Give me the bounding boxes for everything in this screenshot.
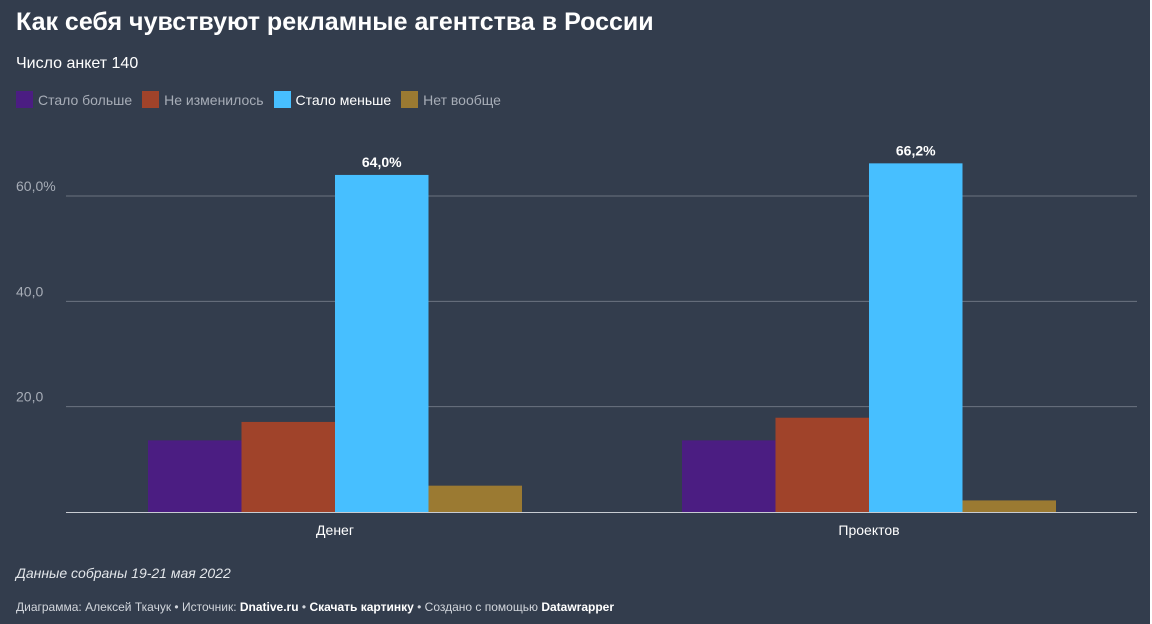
bar[interactable] xyxy=(682,440,776,512)
chart-subtitle: Число анкет 140 xyxy=(16,55,139,72)
legend-label: Стало меньше xyxy=(295,91,392,108)
legend-item-stalo-menshe[interactable]: Стало меньше xyxy=(273,91,392,108)
chart-title: Как себя чувствуют рекламные агентства в… xyxy=(16,8,654,36)
footer-source-link[interactable]: Dnative.ru xyxy=(239,600,299,614)
bars xyxy=(148,163,1056,512)
chart-labels: 20,0 40,0 60,0% Денег Проектов 64,0% 66,2% xyxy=(16,142,936,538)
legend-swatch xyxy=(16,91,33,108)
bar[interactable] xyxy=(335,174,429,512)
x-category-label: Проектов xyxy=(838,522,899,538)
y-tick-label: 60,0% xyxy=(16,178,56,194)
bar-value-label: 64,0% xyxy=(362,154,402,170)
bar[interactable] xyxy=(962,500,1057,512)
y-tick-label: 20,0 xyxy=(16,389,43,405)
legend-label: Нет вообще xyxy=(423,91,501,108)
legend-item-net-voobshche[interactable]: Нет вообще xyxy=(401,91,501,108)
legend-swatch xyxy=(273,91,291,108)
download-image-link[interactable]: Скачать картинку xyxy=(309,600,414,614)
footer-separator: • xyxy=(301,600,307,614)
bar[interactable] xyxy=(148,440,242,512)
bar[interactable] xyxy=(775,417,870,512)
footer-separator: • xyxy=(417,600,422,614)
legend-label: Стало больше xyxy=(38,91,133,108)
chart-notes: Данные собраны 19-21 мая 2022 xyxy=(16,565,231,581)
footer-chart-by: Диаграмма: Алексей Ткачук xyxy=(16,600,172,614)
bar[interactable] xyxy=(869,163,963,512)
footer-created-with: Создано с помощью xyxy=(424,600,538,614)
chart-footer: Диаграмма: Алексей Ткачук • Источник: Dn… xyxy=(16,600,614,614)
chart-legend: Стало больше Не изменилось Стало меньше … xyxy=(16,91,511,108)
bar-value-label: 66,2% xyxy=(896,142,936,158)
bar[interactable] xyxy=(241,421,336,512)
datawrapper-link[interactable]: Datawrapper xyxy=(541,600,615,614)
legend-swatch xyxy=(142,91,160,108)
legend-item-stalo-bolshe[interactable]: Стало больше xyxy=(16,91,132,108)
footer-source-label: Источник: xyxy=(181,600,237,614)
y-tick-label: 40,0 xyxy=(16,283,43,299)
x-category-label: Денег xyxy=(316,522,354,538)
bar[interactable] xyxy=(428,485,523,512)
legend-swatch xyxy=(401,91,419,108)
footer-separator: • xyxy=(174,600,179,614)
legend-label: Не изменилось xyxy=(164,91,264,108)
legend-item-ne-izmenilos[interactable]: Не изменилось xyxy=(142,91,264,108)
